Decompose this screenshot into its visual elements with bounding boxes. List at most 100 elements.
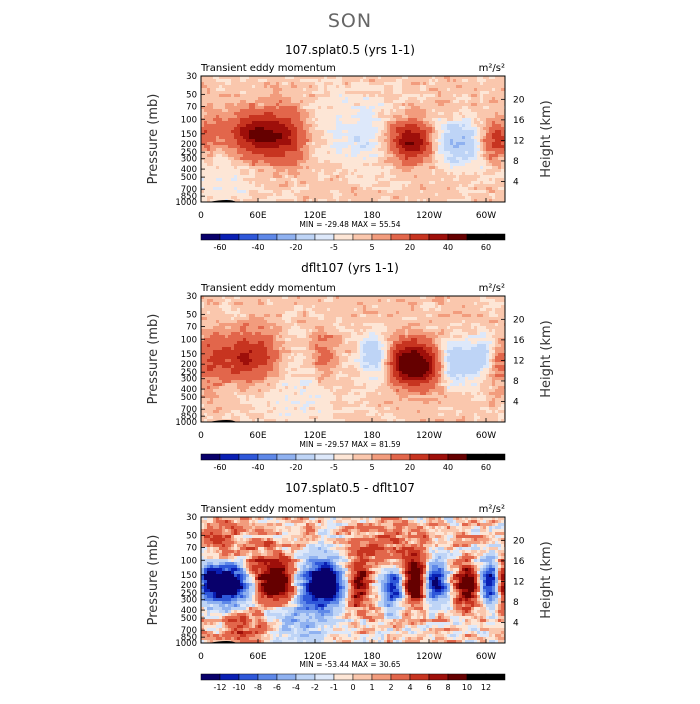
field-cell <box>267 88 270 91</box>
field-cell <box>255 157 258 160</box>
field-cell <box>405 169 408 172</box>
field-cell <box>399 178 402 181</box>
field-cell <box>495 115 498 118</box>
field-cell <box>225 190 228 193</box>
field-cell <box>366 133 369 136</box>
field-cell <box>288 139 291 142</box>
field-cell <box>318 169 321 172</box>
field-cell <box>297 175 300 178</box>
field-cell <box>345 184 348 187</box>
field-cell <box>498 85 501 88</box>
field-cell <box>474 76 477 79</box>
field-cell <box>351 115 354 118</box>
field-cell <box>339 88 342 91</box>
field-cell <box>327 160 330 163</box>
field-cell <box>474 190 477 193</box>
field-cell <box>330 175 333 178</box>
field-cell <box>450 103 453 106</box>
field-cell <box>477 302 480 305</box>
field-cell <box>288 190 291 193</box>
field-cell <box>318 157 321 160</box>
field-cell <box>246 154 249 157</box>
field-cell <box>447 166 450 169</box>
field-cell <box>348 76 351 79</box>
field-cell <box>447 169 450 172</box>
field-cell <box>462 136 465 139</box>
field-cell <box>444 97 447 100</box>
field-cell <box>390 308 393 311</box>
field-cell <box>420 163 423 166</box>
field-cell <box>444 190 447 193</box>
field-cell <box>378 184 381 187</box>
field-cell <box>381 145 384 148</box>
field-cell <box>459 118 462 121</box>
field-cell <box>339 196 342 199</box>
field-cell <box>390 181 393 184</box>
field-cell <box>465 187 468 190</box>
field-cell <box>363 302 366 305</box>
field-cell <box>369 136 372 139</box>
field-cell <box>270 91 273 94</box>
field-cell <box>408 121 411 124</box>
field-cell <box>342 115 345 118</box>
field-cell <box>366 172 369 175</box>
field-cell <box>204 109 207 112</box>
field-cell <box>474 196 477 199</box>
field-cell <box>468 305 471 308</box>
field-cell <box>387 154 390 157</box>
field-cell <box>237 172 240 175</box>
field-cell <box>339 91 342 94</box>
field-cell <box>285 296 288 299</box>
field-cell <box>258 124 261 127</box>
field-cell <box>474 103 477 106</box>
field-cell <box>336 193 339 196</box>
field-cell <box>270 103 273 106</box>
field-cell <box>318 311 321 314</box>
field-cell <box>243 296 246 299</box>
field-cell <box>222 308 225 311</box>
field-cell <box>309 296 312 299</box>
field-cell <box>369 82 372 85</box>
field-cell <box>426 100 429 103</box>
field-cell <box>240 121 243 124</box>
field-cell <box>405 118 408 121</box>
field-cell <box>345 305 348 308</box>
field-cell <box>483 130 486 133</box>
field-cell <box>432 151 435 154</box>
pressure-tick-label: 30 <box>186 72 197 82</box>
field-cell <box>207 163 210 166</box>
field-cell <box>405 166 408 169</box>
field-cell <box>351 79 354 82</box>
field-cell <box>369 100 372 103</box>
field-cell <box>384 184 387 187</box>
field-cell <box>417 148 420 151</box>
field-cell <box>285 127 288 130</box>
field-cell <box>480 311 483 314</box>
field-cell <box>477 100 480 103</box>
field-cell <box>282 172 285 175</box>
field-cell <box>441 82 444 85</box>
field-cell <box>456 85 459 88</box>
field-cell <box>258 142 261 145</box>
field-cell <box>483 121 486 124</box>
field-cell <box>447 136 450 139</box>
field-cell <box>495 305 498 308</box>
field-cell <box>240 148 243 151</box>
field-cell <box>477 154 480 157</box>
field-cell <box>402 85 405 88</box>
field-cell <box>327 136 330 139</box>
field-cell <box>330 97 333 100</box>
field-cell <box>492 142 495 145</box>
field-cell <box>228 154 231 157</box>
field-cell <box>348 85 351 88</box>
field-cell <box>417 178 420 181</box>
field-cell <box>279 187 282 190</box>
field-cell <box>489 145 492 148</box>
field-cell <box>390 82 393 85</box>
field-cell <box>414 151 417 154</box>
field-cell <box>354 115 357 118</box>
field-cell <box>414 196 417 199</box>
field-cell <box>405 148 408 151</box>
field-cell <box>366 299 369 302</box>
